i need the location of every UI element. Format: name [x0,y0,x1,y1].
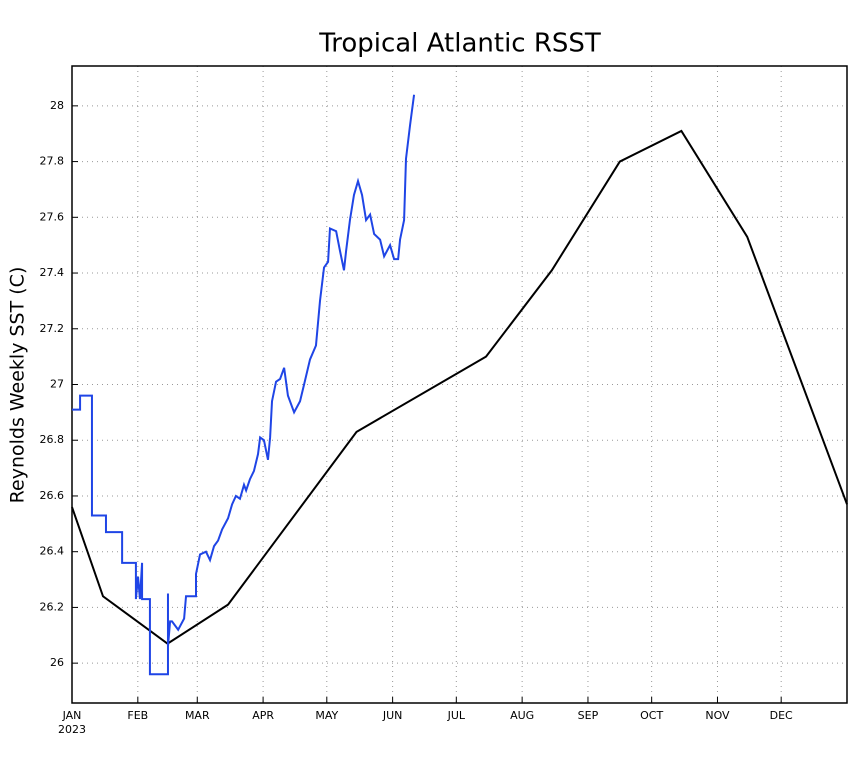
y-tick-label: 28 [50,99,64,112]
x-tick-label: JAN [62,709,82,722]
x-tick-label: FEB [127,709,148,722]
y-tick-label: 26.6 [40,489,65,502]
x-tick-label: OCT [640,709,663,722]
year-label: 2023 [58,723,86,736]
x-tick-label: DEC [770,709,793,722]
x-tick-label: MAR [185,709,210,722]
line [71,129,848,645]
y-tick-label: 27.2 [40,322,65,335]
y-tick-label: 27 [50,378,64,391]
x-tick-label: SEP [578,709,599,722]
plot-frame [71,65,848,704]
y-tick-label: 26.4 [40,545,65,558]
chart-title: Tropical Atlantic RSST [318,29,601,59]
x-tick-label: JUL [447,709,466,722]
x-tick-label: AUG [510,709,534,722]
y-tick-label: 26.2 [40,600,65,613]
y-tick-label: 27.4 [40,266,65,279]
y-tick-label: 27.8 [40,155,65,168]
y-tick-label: 27.6 [40,210,65,223]
x-tick-label: NOV [705,709,730,722]
x-tick-label: APR [252,709,274,722]
y-tick-label: 26 [50,656,64,669]
x-tick-label: JUN [382,709,403,722]
x-tick-label: MAY [315,709,338,722]
y-axis-label: Reynolds Weekly SST (C) [7,267,29,504]
line [72,94,416,676]
y-tick-label: 26.8 [40,433,65,446]
